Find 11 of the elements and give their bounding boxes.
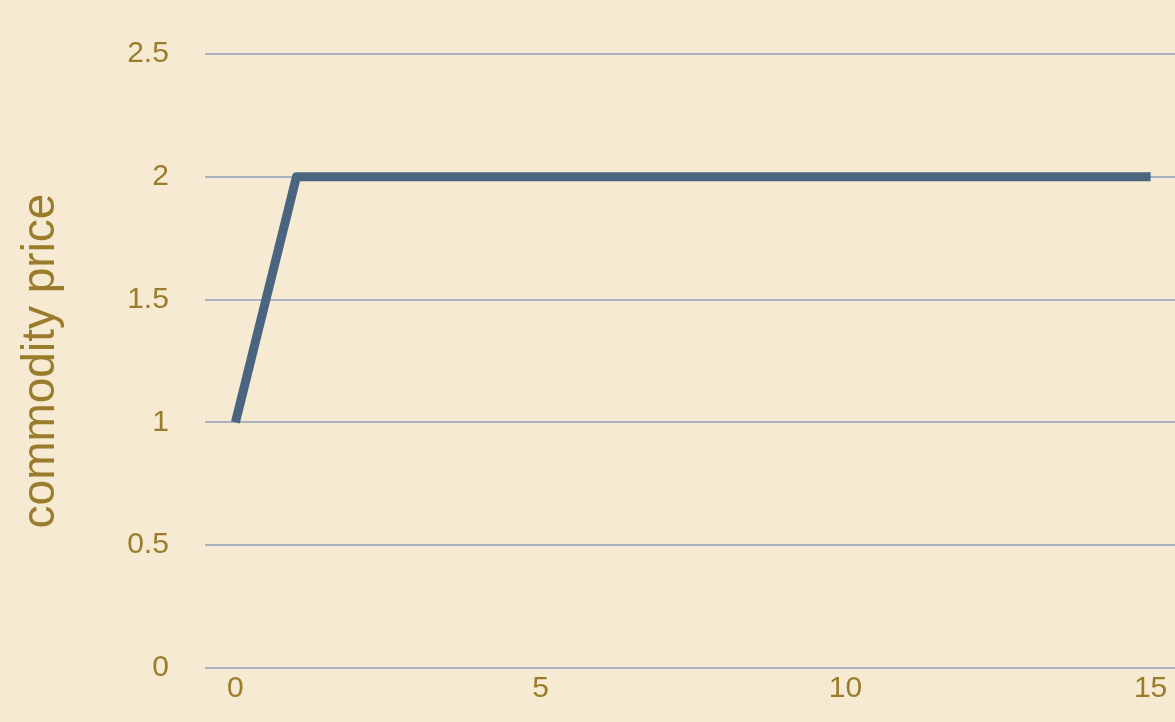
y-tick-label: 2.5 xyxy=(127,35,169,69)
y-tick-label: 1 xyxy=(152,403,169,437)
y-tick-label: 2 xyxy=(152,158,169,192)
y-axis-title: commodity price xyxy=(12,193,65,529)
x-tick-label: 5 xyxy=(532,670,549,704)
x-tick-label: 10 xyxy=(828,670,863,704)
x-tick-label: 0 xyxy=(227,670,244,704)
y-tick-label: 0.5 xyxy=(127,526,169,560)
x-tick-label: 15 xyxy=(1133,670,1168,704)
y-tick-label: 1.5 xyxy=(127,280,169,314)
y-tick-label: 0 xyxy=(152,649,169,683)
